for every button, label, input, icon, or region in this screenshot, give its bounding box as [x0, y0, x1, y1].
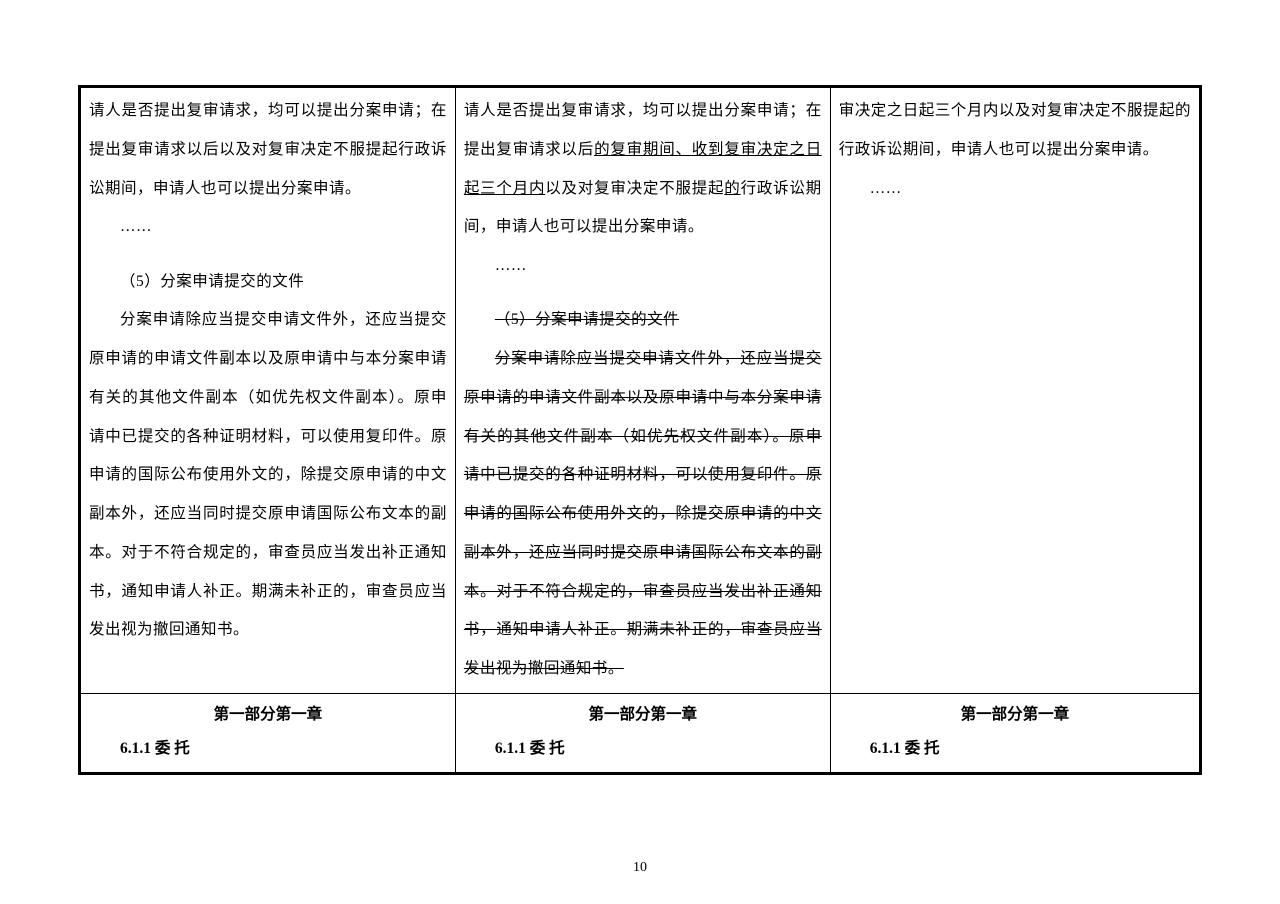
col3-header: 第一部分第一章 6.1.1 委 托 — [830, 693, 1199, 772]
col2-header: 第一部分第一章 6.1.1 委 托 — [455, 693, 830, 772]
col2-header-title: 第一部分第一章 — [464, 698, 822, 732]
col2-para1: 请人是否提出复审请求，均可以提出分案申请；在提出复审请求以后的复审期间、收到复审… — [464, 92, 822, 247]
col3-para1: 审决定之日起三个月内以及对复审决定不服提起的行政诉讼期间，申请人也可以提出分案申… — [839, 92, 1191, 170]
content-row: 请人是否提出复审请求，均可以提出分案申请；在提出复审请求以后以及对复审决定不服提… — [81, 88, 1200, 694]
col2-ellipsis1: …… — [464, 247, 822, 286]
col1-sub5-body: 分案申请除应当提交申请文件外，还应当提交原申请的申请文件副本以及原申请中与本分案… — [89, 301, 447, 650]
col2-sub5-title: （5）分案申请提交的文件 — [464, 301, 822, 340]
col3-header-title: 第一部分第一章 — [839, 698, 1191, 732]
col1-cell: 请人是否提出复审请求，均可以提出分案申请；在提出复审请求以后以及对复审决定不服提… — [81, 88, 456, 694]
col1-ellipsis1: …… — [89, 208, 447, 247]
section-header-row: 第一部分第一章 6.1.1 委 托 第一部分第一章 6.1.1 委 托 第一部分… — [81, 693, 1200, 772]
col1-header-title: 第一部分第一章 — [89, 698, 447, 732]
col1-header-subtitle: 6.1.1 委 托 — [89, 732, 447, 766]
comparison-table: 请人是否提出复审请求，均可以提出分案申请；在提出复审请求以后以及对复审决定不服提… — [80, 87, 1200, 773]
col2-cell: 请人是否提出复审请求，均可以提出分案申请；在提出复审请求以后的复审期间、收到复审… — [455, 88, 830, 694]
col1-sub5-title: （5）分案申请提交的文件 — [89, 263, 447, 302]
col3-ellipsis1: …… — [839, 170, 1191, 209]
col1-para1: 请人是否提出复审请求，均可以提出分案申请；在提出复审请求以后以及对复审决定不服提… — [89, 92, 447, 208]
col2-sub5-body: 分案申请除应当提交申请文件外，还应当提交原申请的申请文件副本以及原申请中与本分案… — [464, 340, 822, 689]
page-number: 10 — [0, 860, 1280, 876]
col3-cell: 审决定之日起三个月内以及对复审决定不服提起的行政诉讼期间，申请人也可以提出分案申… — [830, 88, 1199, 694]
col3-header-subtitle: 6.1.1 委 托 — [839, 732, 1191, 766]
col1-header: 第一部分第一章 6.1.1 委 托 — [81, 693, 456, 772]
col2-header-subtitle: 6.1.1 委 托 — [464, 732, 822, 766]
